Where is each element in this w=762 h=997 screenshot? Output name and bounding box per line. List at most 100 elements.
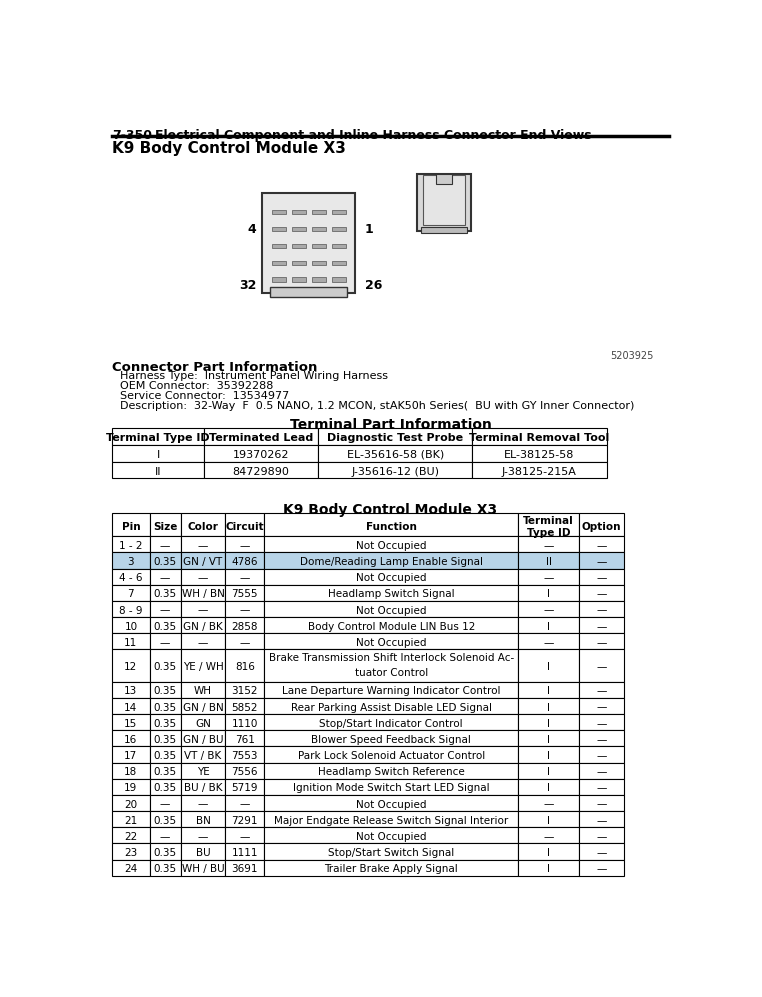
Text: Not Occupied: Not Occupied: [356, 638, 427, 648]
Text: I: I: [547, 686, 550, 696]
Bar: [149, 649, 181, 682]
Text: Not Occupied: Not Occupied: [356, 800, 427, 810]
Text: 18: 18: [124, 768, 137, 778]
Bar: [181, 828, 226, 843]
Text: 21: 21: [124, 816, 137, 826]
Text: 23: 23: [124, 848, 137, 858]
Bar: [332, 260, 347, 265]
Text: I: I: [156, 450, 160, 460]
Text: Diagnostic Test Probe: Diagnostic Test Probe: [327, 433, 463, 443]
Bar: [312, 226, 326, 231]
Text: 19370262: 19370262: [233, 450, 290, 460]
Bar: [226, 536, 264, 552]
Bar: [226, 698, 264, 714]
Bar: [472, 445, 607, 462]
Bar: [181, 536, 226, 552]
Bar: [149, 584, 181, 601]
Bar: [226, 763, 264, 779]
Text: 5719: 5719: [232, 784, 258, 794]
Text: 3: 3: [127, 557, 134, 567]
Bar: [272, 209, 286, 214]
Text: —: —: [160, 573, 170, 583]
Text: —: —: [543, 638, 554, 648]
Bar: [579, 779, 624, 795]
Bar: [149, 633, 181, 649]
Text: 24: 24: [124, 864, 137, 874]
Bar: [181, 795, 226, 812]
Bar: [226, 682, 264, 698]
Bar: [226, 828, 264, 843]
Text: II: II: [155, 467, 162, 477]
Bar: [423, 175, 465, 225]
Bar: [472, 428, 607, 445]
Bar: [112, 730, 149, 747]
Bar: [112, 763, 149, 779]
Bar: [149, 859, 181, 875]
Text: VT / BK: VT / BK: [184, 751, 222, 761]
Text: —: —: [239, 605, 250, 615]
Bar: [181, 763, 226, 779]
Bar: [579, 828, 624, 843]
Bar: [226, 730, 264, 747]
Text: BU: BU: [196, 848, 210, 858]
Bar: [112, 795, 149, 812]
Text: 16: 16: [124, 735, 137, 745]
Bar: [518, 763, 579, 779]
Bar: [518, 828, 579, 843]
Text: 1110: 1110: [232, 719, 258, 729]
Text: Electrical Component and Inline Harness Connector End Views: Electrical Component and Inline Harness …: [155, 129, 591, 142]
Text: Not Occupied: Not Occupied: [356, 831, 427, 841]
Text: —: —: [596, 784, 607, 794]
Text: 2858: 2858: [232, 622, 258, 632]
Text: —: —: [596, 735, 607, 745]
Bar: [112, 462, 203, 479]
Bar: [262, 192, 355, 293]
Bar: [181, 513, 226, 536]
Text: Terminated Lead: Terminated Lead: [209, 433, 313, 443]
Bar: [319, 445, 472, 462]
Text: K9 Body Control Module X3: K9 Body Control Module X3: [112, 142, 346, 157]
Text: Ignition Mode Switch Start LED Signal: Ignition Mode Switch Start LED Signal: [293, 784, 490, 794]
Text: Size: Size: [153, 522, 178, 532]
Bar: [270, 287, 347, 297]
Bar: [312, 260, 326, 265]
Bar: [579, 763, 624, 779]
Text: YE / WH: YE / WH: [183, 662, 223, 672]
Text: —: —: [596, 605, 607, 615]
Text: Park Lock Solenoid Actuator Control: Park Lock Solenoid Actuator Control: [298, 751, 485, 761]
Bar: [226, 779, 264, 795]
Text: 1111: 1111: [232, 848, 258, 858]
Bar: [264, 513, 518, 536]
Bar: [226, 584, 264, 601]
Text: 4 - 6: 4 - 6: [119, 573, 142, 583]
Text: —: —: [160, 800, 170, 810]
Bar: [312, 277, 326, 282]
Text: 7291: 7291: [232, 816, 258, 826]
Text: 0.35: 0.35: [153, 557, 177, 567]
Bar: [149, 812, 181, 828]
Bar: [264, 584, 518, 601]
Bar: [264, 843, 518, 859]
Text: I: I: [547, 735, 550, 745]
Bar: [579, 859, 624, 875]
Bar: [112, 714, 149, 730]
Bar: [272, 260, 286, 265]
Bar: [112, 445, 203, 462]
Bar: [181, 730, 226, 747]
Text: —: —: [198, 831, 208, 841]
Bar: [149, 536, 181, 552]
Text: 0.35: 0.35: [153, 686, 177, 696]
Text: 8 - 9: 8 - 9: [119, 605, 142, 615]
Bar: [149, 698, 181, 714]
Text: EL-35616-58 (BK): EL-35616-58 (BK): [347, 450, 443, 460]
Bar: [112, 428, 203, 445]
Bar: [112, 698, 149, 714]
Text: Option: Option: [581, 522, 621, 532]
Bar: [226, 714, 264, 730]
Text: I: I: [547, 816, 550, 826]
Text: Stop/Start Indicator Control: Stop/Start Indicator Control: [319, 719, 463, 729]
Bar: [264, 698, 518, 714]
Text: 10: 10: [124, 622, 137, 632]
Text: —: —: [596, 848, 607, 858]
Bar: [181, 552, 226, 568]
